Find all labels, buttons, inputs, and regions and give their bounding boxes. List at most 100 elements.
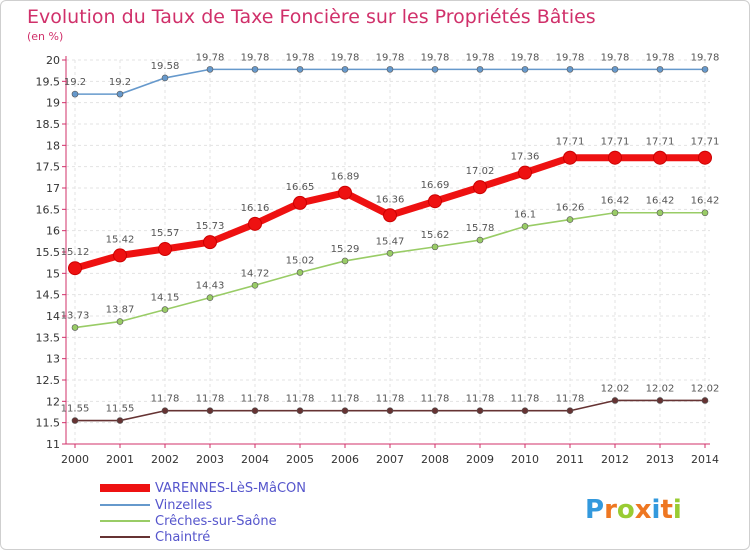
data-label: 19.78	[466, 52, 495, 63]
data-label: 11.78	[151, 394, 180, 405]
data-label: 17.36	[511, 152, 540, 163]
data-label: 15.29	[331, 244, 360, 255]
data-point	[431, 407, 439, 415]
data-label: 16.69	[421, 180, 450, 191]
y-tick-label: 19.5	[36, 75, 61, 88]
data-point	[206, 66, 214, 73]
data-point	[473, 180, 487, 195]
data-label: 16.89	[331, 172, 360, 183]
y-tick-label: 13.5	[36, 331, 61, 344]
data-label: 11.78	[196, 394, 225, 405]
x-tick-label: 2014	[691, 453, 719, 466]
data-point	[611, 209, 619, 217]
data-label: 16.42	[601, 196, 630, 207]
data-point	[521, 66, 529, 73]
series-1: 19.2 19.2 19.58 19.78 19.78 19.78 19.78 19.78 19…	[64, 52, 719, 98]
data-label: 19.78	[376, 52, 405, 63]
y-tick-label: 13	[46, 353, 60, 366]
data-point	[203, 235, 217, 250]
data-label: 19.78	[511, 52, 540, 63]
data-point	[476, 407, 484, 415]
logo-letter: o	[617, 495, 635, 525]
data-point	[563, 150, 577, 165]
y-tick-label: 15.5	[36, 246, 61, 259]
legend-label: Vinzelles	[155, 498, 213, 513]
data-label: 11.78	[331, 394, 360, 405]
x-tick-label: 2003	[196, 453, 224, 466]
data-label: 19.78	[421, 52, 450, 63]
data-label: 15.78	[466, 223, 495, 234]
legend: VARENNES-LèS-MâCON VinzellesCrêches-sur-S…	[100, 481, 306, 545]
data-label: 19.78	[646, 52, 675, 63]
data-label: 14.72	[241, 268, 270, 279]
legend-label: Chaintré	[155, 530, 210, 545]
data-label: 19.2	[64, 77, 86, 88]
data-point	[386, 407, 394, 415]
data-label: 17.71	[601, 137, 630, 148]
logo-letter: r	[604, 495, 617, 525]
data-point	[161, 306, 169, 313]
data-label: 11.78	[376, 394, 405, 405]
series-3: 11.55 11.55 11.78 11.78 11.78 11.78 11.78 11.78…	[61, 383, 719, 424]
data-point	[71, 324, 79, 331]
data-label: 15.57	[151, 228, 180, 239]
legend-label: Crêches-sur-Saône	[155, 514, 277, 529]
data-point	[521, 223, 529, 230]
data-label: 11.55	[106, 404, 135, 415]
data-label: 11.78	[286, 394, 315, 405]
data-label: 15.62	[421, 230, 450, 241]
data-point	[296, 407, 304, 415]
data-point	[611, 397, 619, 404]
data-point	[566, 407, 574, 415]
data-label: 15.02	[286, 255, 315, 266]
data-point	[113, 248, 127, 263]
logo-letter: i	[652, 495, 661, 525]
data-label: 15.42	[106, 234, 135, 245]
data-point	[161, 74, 169, 82]
y-tick-label: 18.5	[36, 118, 61, 131]
x-tick-label: 2006	[331, 453, 359, 466]
data-point	[611, 66, 619, 73]
y-tick-label: 16	[46, 225, 60, 238]
data-point	[296, 66, 304, 73]
data-point	[341, 66, 349, 73]
y-tick-label: 16.5	[36, 203, 61, 216]
data-label: 19.78	[286, 52, 315, 63]
data-point	[428, 194, 442, 209]
data-label: 16.1	[514, 209, 536, 220]
data-label: 14.43	[196, 281, 225, 292]
y-tick-label: 19	[46, 97, 60, 110]
data-label: 19.58	[151, 61, 180, 72]
data-label: 16.42	[691, 196, 720, 207]
data-label: 19.78	[331, 52, 360, 63]
x-tick-label: 2004	[241, 453, 269, 466]
y-tick-label: 17.5	[36, 161, 61, 174]
data-point	[341, 257, 349, 265]
data-point	[566, 216, 574, 223]
data-point	[71, 417, 79, 424]
data-label: 19.78	[241, 52, 270, 63]
data-label: 17.02	[466, 166, 495, 177]
logo-letter: i	[673, 495, 682, 525]
data-point	[296, 269, 304, 276]
data-label: 19.78	[601, 52, 630, 63]
data-label: 11.78	[241, 394, 270, 405]
logo-letter: P	[585, 495, 604, 525]
y-tick-label: 20	[46, 54, 60, 67]
data-point	[431, 243, 439, 251]
data-point	[338, 185, 352, 200]
series-2: 13.73 13.87 14.15 14.43 14.72 15.02 15.29 15.47…	[61, 196, 720, 331]
y-tick-label: 15	[46, 267, 60, 280]
data-point	[701, 397, 709, 404]
data-label: 16.65	[286, 182, 315, 193]
x-tick-label: 2009	[466, 453, 494, 466]
data-label: 16.36	[376, 194, 405, 205]
series-0: 15.12 15.42 15.57 15.73 16.16 16.65 16.89 16.36…	[61, 137, 719, 276]
x-tick-label: 2001	[106, 453, 134, 466]
data-label: 11.55	[61, 404, 90, 415]
data-label: 15.73	[196, 221, 225, 232]
unit-label: (en %)	[27, 30, 63, 43]
data-point	[116, 90, 124, 98]
y-tick-label: 14	[46, 310, 60, 323]
data-point	[608, 150, 622, 165]
